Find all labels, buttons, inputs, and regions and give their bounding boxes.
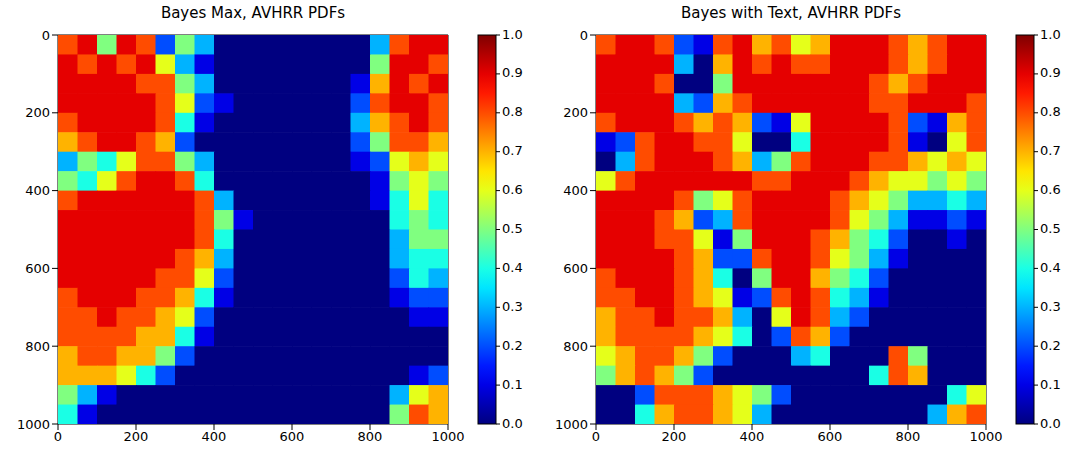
svg-text:800: 800: [25, 339, 50, 354]
svg-text:800: 800: [563, 339, 588, 354]
svg-text:1000: 1000: [969, 429, 1002, 444]
svg-text:0.8: 0.8: [502, 104, 523, 119]
svg-text:0: 0: [42, 28, 50, 43]
svg-text:200: 200: [25, 105, 50, 120]
svg-text:200: 200: [563, 105, 588, 120]
svg-text:800: 800: [896, 429, 921, 444]
svg-text:0.0: 0.0: [502, 416, 523, 431]
svg-text:600: 600: [563, 261, 588, 276]
svg-text:0.7: 0.7: [1040, 143, 1061, 158]
svg-text:600: 600: [280, 429, 305, 444]
svg-text:0.4: 0.4: [1040, 260, 1061, 275]
svg-text:400: 400: [25, 183, 50, 198]
svg-text:1000: 1000: [431, 429, 464, 444]
svg-text:0.7: 0.7: [502, 143, 523, 158]
svg-text:0: 0: [54, 429, 62, 444]
svg-text:0.6: 0.6: [502, 182, 523, 197]
svg-text:1000: 1000: [555, 417, 588, 432]
svg-text:0.1: 0.1: [502, 377, 523, 392]
svg-text:0.2: 0.2: [1040, 338, 1061, 353]
svg-text:0.4: 0.4: [502, 260, 523, 275]
svg-text:0.1: 0.1: [1040, 377, 1061, 392]
svg-text:600: 600: [25, 261, 50, 276]
svg-text:0.9: 0.9: [1040, 65, 1061, 80]
svg-text:0: 0: [592, 429, 600, 444]
svg-text:800: 800: [358, 429, 383, 444]
svg-text:200: 200: [124, 429, 149, 444]
svg-text:0.2: 0.2: [502, 338, 523, 353]
svg-text:400: 400: [202, 429, 227, 444]
svg-text:0.6: 0.6: [1040, 182, 1061, 197]
svg-text:0.0: 0.0: [1040, 416, 1061, 431]
svg-text:0.3: 0.3: [1040, 299, 1061, 314]
svg-text:0.8: 0.8: [1040, 104, 1061, 119]
svg-text:600: 600: [818, 429, 843, 444]
svg-text:1.0: 1.0: [502, 27, 523, 42]
svg-text:200: 200: [662, 429, 687, 444]
svg-text:0.3: 0.3: [502, 299, 523, 314]
html-text:Bayes with Text, AVHRR PDFs: Bayes with Text, AVHRR PDFs: [680, 4, 902, 22]
svg-text:0.5: 0.5: [502, 221, 523, 236]
svg-text:400: 400: [563, 183, 588, 198]
svg-text:400: 400: [740, 429, 765, 444]
svg-text:1.0: 1.0: [1040, 27, 1061, 42]
html-text:Bayes Max, AVHRR PDFs: Bayes Max, AVHRR PDFs: [160, 4, 346, 22]
svg-text:0.9: 0.9: [502, 65, 523, 80]
svg-text:0.5: 0.5: [1040, 221, 1061, 236]
svg-text:1000: 1000: [17, 417, 50, 432]
svg-text:0: 0: [580, 28, 588, 43]
